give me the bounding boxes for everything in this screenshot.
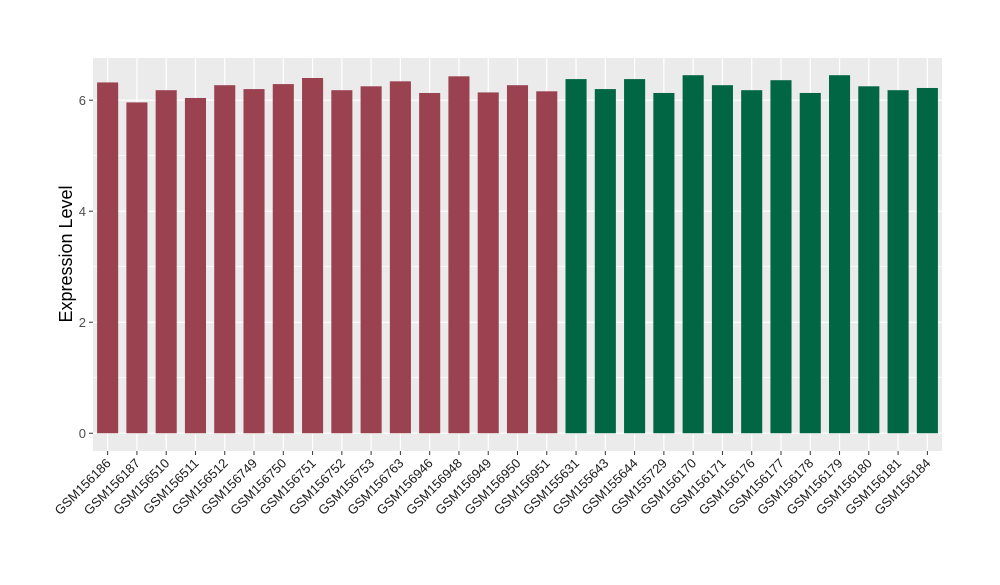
bar-GSM156511 [184,97,207,434]
bar-GSM156752 [331,90,353,434]
bar-GSM156184 [916,87,938,434]
bar-GSM156176 [741,90,763,434]
y-tick-label: 0 [79,426,86,441]
bar-GSM156750 [272,84,294,434]
bar-GSM156177 [770,80,792,434]
bar-GSM155644 [624,79,646,434]
bar-GSM156170 [682,75,704,434]
bar-GSM156950 [506,85,529,434]
y-axis: 0 2 4 6 [79,93,93,441]
bar-GSM156510 [155,90,177,434]
bar-GSM156187 [126,102,148,434]
bar-GSM156763 [389,81,411,434]
bar-GSM155631 [565,79,587,434]
bar-GSM155729 [653,92,675,434]
bar-GSM156512 [214,85,236,434]
y-axis-title: Expression Level [56,185,76,322]
bar-GSM156949 [477,92,499,434]
y-tick-label: 6 [79,93,86,108]
bar-GSM156179 [828,75,851,434]
bar-GSM156753 [360,86,382,434]
bar-GSM156951 [536,91,558,434]
bar-GSM156946 [419,92,441,434]
x-axis: GSM156186GSM156187GSM156510GSM156511GSM1… [52,451,933,518]
bar-GSM156751 [302,77,324,434]
bar-GSM156178 [799,92,821,434]
bar-GSM156171 [711,85,733,434]
bar-GSM155643 [594,89,616,434]
bar-GSM156180 [858,86,880,434]
bar-GSM156186 [97,82,119,434]
y-tick-label: 2 [79,315,86,330]
y-tick-label: 4 [79,204,86,219]
bar-GSM156948 [448,76,470,434]
bar-GSM156749 [243,89,265,434]
bar-GSM156181 [887,90,909,434]
bars [97,75,938,434]
